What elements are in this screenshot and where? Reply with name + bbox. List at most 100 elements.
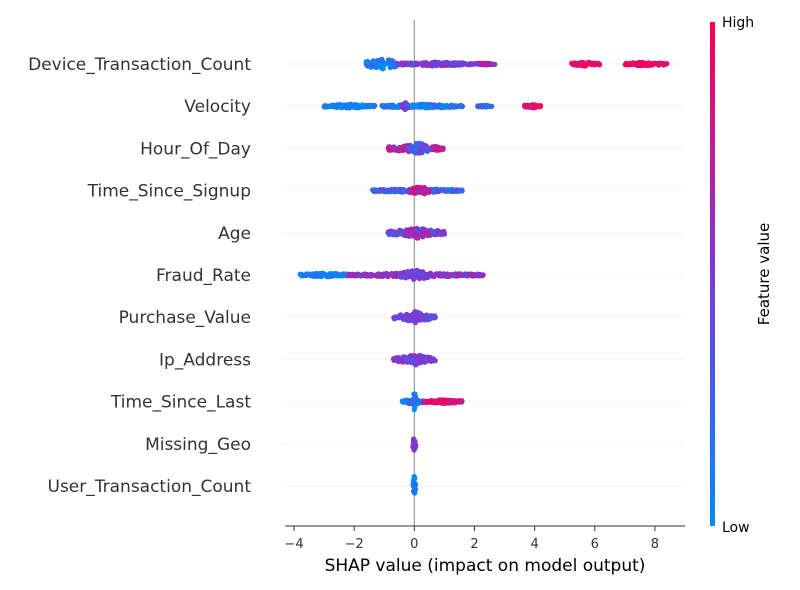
x-tick-label: 0 xyxy=(410,537,418,552)
shap-point xyxy=(377,187,383,193)
colorbar-low-label: Low xyxy=(722,520,750,536)
shap-point xyxy=(399,102,405,108)
shap-point xyxy=(451,188,457,195)
shap-point xyxy=(406,146,412,152)
shap-point xyxy=(414,60,420,66)
shap-point xyxy=(407,227,413,233)
shap-point xyxy=(388,230,395,236)
feature-label: Velocity xyxy=(184,97,251,117)
shap-point xyxy=(395,358,402,365)
shap-point xyxy=(394,188,400,194)
shap-point xyxy=(422,101,428,107)
shap-point xyxy=(427,316,433,322)
shap-point xyxy=(407,273,413,280)
feature-labels: Device_Transaction_Count Velocity Hour_Of_… xyxy=(28,55,251,497)
shap-point xyxy=(435,62,442,68)
shap-point xyxy=(526,103,532,109)
shap-point xyxy=(412,482,419,488)
shap-point xyxy=(401,274,407,280)
shap-point xyxy=(461,272,467,278)
shap-point xyxy=(378,62,384,68)
shap-point xyxy=(412,317,418,323)
shap-point xyxy=(364,271,370,278)
shap-point xyxy=(374,272,380,278)
shap-point xyxy=(415,104,421,110)
shap-point xyxy=(444,60,450,66)
shap-point xyxy=(570,62,577,68)
shap-point xyxy=(417,140,423,146)
shap-point xyxy=(405,268,411,275)
shap-point xyxy=(450,61,457,67)
shap-point xyxy=(423,186,429,192)
shap-point xyxy=(423,398,429,404)
shap-point xyxy=(417,276,423,282)
shap-point xyxy=(389,104,395,110)
shap-point xyxy=(391,316,397,322)
shap-point xyxy=(470,61,476,67)
shap-point xyxy=(355,272,361,278)
shap-point xyxy=(412,227,418,233)
shap-point xyxy=(415,188,421,194)
shap-point xyxy=(305,271,312,278)
shap-point xyxy=(380,273,386,279)
shap-point xyxy=(427,398,433,404)
shap-point xyxy=(419,316,425,322)
x-axis-ticks: −4 −2 0 2 4 6 8 xyxy=(284,526,659,552)
shap-point xyxy=(338,104,344,110)
shap-point xyxy=(410,61,416,67)
shap-point xyxy=(426,147,432,153)
shap-point xyxy=(383,61,389,67)
feature-label: Ip_Address xyxy=(159,350,251,370)
shap-point xyxy=(423,314,429,320)
shap-point xyxy=(342,104,348,110)
shap-point xyxy=(330,102,336,108)
shap-point xyxy=(435,229,441,235)
shap-point xyxy=(410,311,416,317)
shap-point xyxy=(460,61,466,67)
feature-label: Time_Since_Signup xyxy=(87,182,251,202)
shap-point xyxy=(372,188,378,194)
feature-label: Fraud_Rate xyxy=(156,266,251,286)
shap-point xyxy=(408,189,414,195)
shap-point xyxy=(405,317,411,324)
shap-point xyxy=(321,104,328,110)
shap-point xyxy=(447,398,453,404)
shap-point xyxy=(440,104,446,110)
shap-point xyxy=(412,488,418,494)
shap-point xyxy=(410,444,416,450)
shap-point xyxy=(409,103,415,109)
x-tick-label: −4 xyxy=(284,537,303,552)
shap-point xyxy=(359,102,365,108)
shap-point xyxy=(585,61,591,67)
shap-point xyxy=(367,104,373,110)
shap-point xyxy=(395,104,401,110)
x-tick-label: 4 xyxy=(530,537,538,552)
x-tick-label: 2 xyxy=(470,537,478,552)
shap-point xyxy=(398,314,404,320)
shap-point xyxy=(444,273,450,279)
shap-point xyxy=(440,146,446,152)
feature-label: Age xyxy=(218,224,251,244)
x-tick-label: −2 xyxy=(345,537,364,552)
colorbar-high-label: High xyxy=(722,15,754,31)
feature-label: Hour_Of_Day xyxy=(140,139,251,159)
shap-point xyxy=(633,62,639,68)
shap-point xyxy=(434,103,440,110)
shap-point xyxy=(372,59,378,65)
shap-point xyxy=(419,60,425,66)
shap-point xyxy=(451,272,457,278)
shap-point xyxy=(440,62,446,68)
shap-point xyxy=(412,394,418,400)
shap-point xyxy=(459,399,465,405)
shap-point xyxy=(400,187,406,194)
shap-point xyxy=(406,401,412,407)
shap-point xyxy=(432,143,438,150)
shap-point xyxy=(405,60,412,66)
shap-point xyxy=(332,271,338,277)
shap-point xyxy=(428,104,434,110)
shap-point xyxy=(410,439,416,445)
shap-point xyxy=(338,272,345,278)
shap-point xyxy=(423,229,429,236)
shap-point xyxy=(476,61,482,67)
x-tick-label: 8 xyxy=(651,537,659,552)
